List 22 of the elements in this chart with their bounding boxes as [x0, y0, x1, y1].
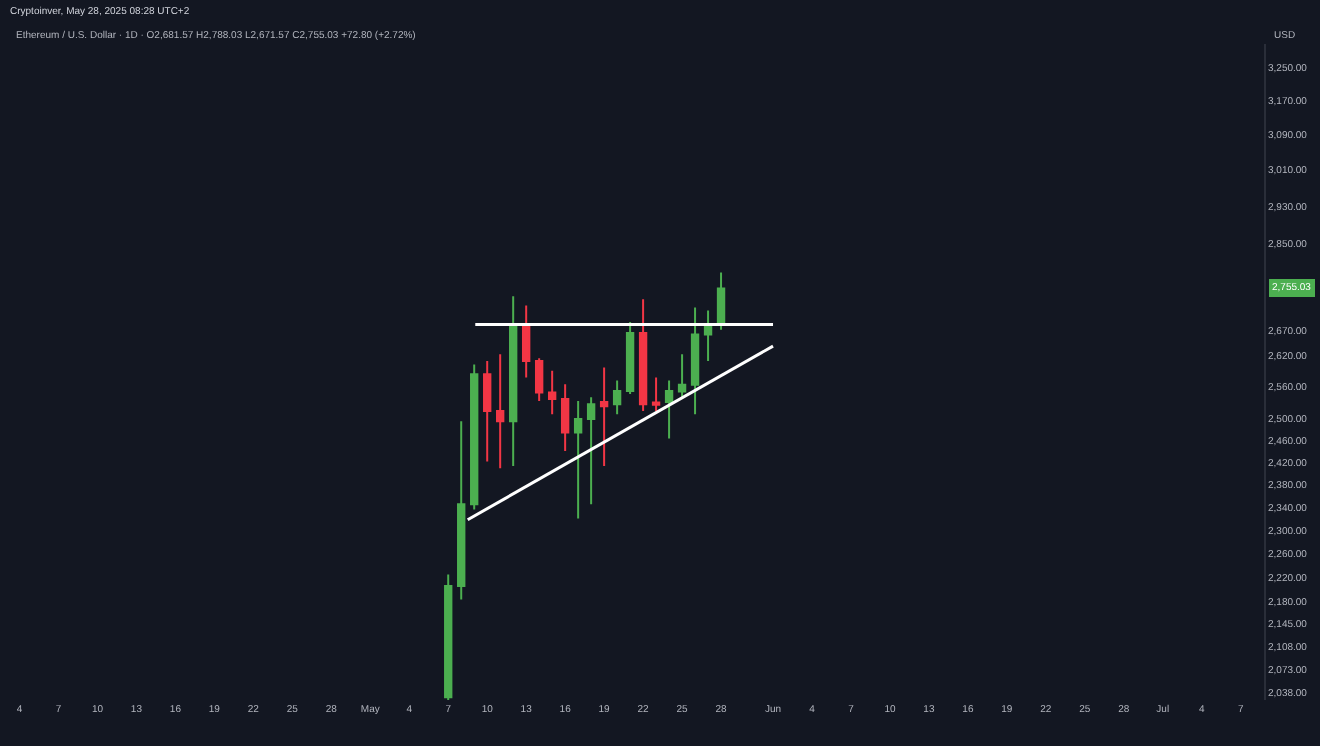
candlestick: [716, 271, 726, 331]
candlestick: [470, 363, 479, 511]
candlestick: [457, 420, 466, 601]
candlestick: [444, 573, 453, 700]
candlestick: [509, 295, 518, 467]
candlestick: [599, 366, 609, 467]
candlestick: [638, 298, 648, 413]
candlestick: [586, 396, 596, 506]
candlestick: [612, 379, 622, 416]
candlestick: [651, 376, 661, 413]
candlestick: [547, 369, 557, 416]
candlestick: [483, 359, 492, 463]
candlestick: [534, 357, 544, 402]
candlestick: [703, 309, 713, 362]
candlestick: [625, 320, 635, 396]
candlestick: [690, 306, 700, 416]
candlestick: [496, 353, 505, 470]
candlestick: [664, 379, 674, 440]
candlestick: [573, 399, 583, 520]
candlestick: [560, 383, 570, 453]
candlestick: [677, 353, 687, 399]
candlestick: [521, 304, 531, 379]
